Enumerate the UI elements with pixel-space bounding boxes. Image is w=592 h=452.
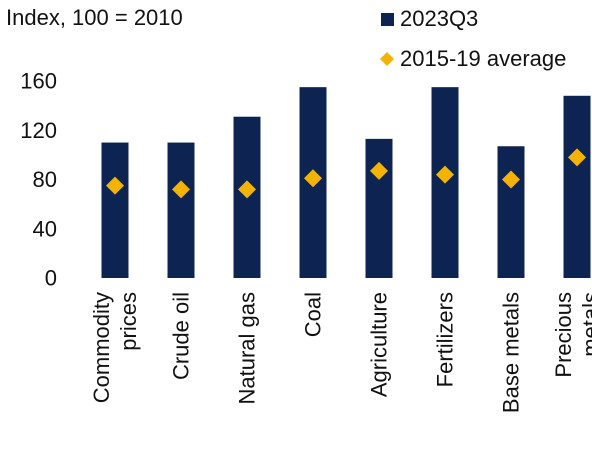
category-label-crude-oil: Crude oil — [169, 292, 194, 380]
marker-fertilizers — [436, 165, 454, 184]
marker-base-metals — [502, 170, 520, 189]
legend: 2023Q3 2015-19 average — [380, 6, 566, 71]
category-label-line: metals — [578, 292, 592, 357]
y-tick-label-120: 120 — [20, 118, 57, 143]
bar-crude-oil — [167, 142, 195, 278]
category-label-line: Crude oil — [169, 292, 194, 380]
bars-2023q3 — [101, 87, 591, 279]
category-label-line: Fertilizers — [433, 292, 458, 387]
x-axis: Commodity prices Crude oil Natural gas Coal A… — [89, 292, 592, 413]
legend-item-2015-19-average: 2015-19 average — [380, 46, 566, 71]
category-label-line: Coal — [301, 292, 326, 337]
category-label-base-metals: Base metals — [499, 292, 524, 413]
category-label-coal: Coal — [301, 292, 326, 337]
category-label-precious-metals: Precious metals — [551, 292, 592, 378]
y-tick-label-80: 80 — [33, 167, 57, 192]
category-label-natural-gas: Natural gas — [235, 292, 260, 405]
bar-agriculture — [365, 138, 393, 278]
y-tick-label-0: 0 — [45, 266, 57, 291]
legend-swatch-2015-19-average — [380, 52, 394, 66]
category-label-fertilizers: Fertilizers — [433, 292, 458, 387]
unit-label: Index, 100 = 2010 — [6, 5, 183, 30]
marker-precious-metals — [568, 148, 586, 167]
category-label-commodity-prices: Commodity prices — [89, 292, 141, 403]
y-tick-label-160: 160 — [20, 69, 57, 94]
y-tick-label-40: 40 — [33, 216, 57, 241]
category-label-line: prices — [116, 292, 141, 351]
marker-crude-oil — [172, 180, 190, 199]
category-label-line: Base metals — [499, 292, 524, 413]
marker-coal — [304, 169, 322, 188]
category-label-agriculture: Agriculture — [367, 292, 392, 397]
legend-item-2023q3: 2023Q3 — [381, 6, 478, 31]
y-axis: 0 40 80 120 160 — [20, 69, 57, 291]
category-label-line: Agriculture — [367, 292, 392, 397]
marker-natural-gas — [238, 180, 256, 199]
bar-base-metals — [497, 146, 525, 278]
category-label-line: Natural gas — [235, 292, 260, 405]
bar-precious-metals — [563, 95, 591, 279]
legend-label-2023q3: 2023Q3 — [400, 6, 478, 31]
legend-swatch-2023q3 — [381, 13, 394, 26]
marker-agriculture — [370, 161, 388, 180]
category-label-line: Precious — [551, 292, 576, 378]
bar-commodity-prices — [101, 142, 129, 278]
markers-2015-19-average — [106, 148, 586, 199]
legend-label-2015-19-average: 2015-19 average — [400, 46, 566, 71]
category-label-line: Commodity — [89, 292, 114, 403]
marker-commodity-prices — [106, 176, 124, 195]
